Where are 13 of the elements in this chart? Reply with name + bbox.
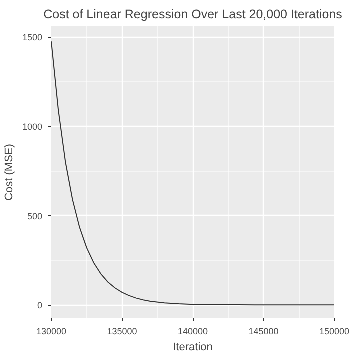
line-series (52, 41, 334, 306)
y-tick-label: 1000 (22, 122, 43, 132)
x-tick-label: 145000 (248, 326, 279, 336)
y-axis-title: Cost (MSE) (3, 144, 16, 201)
x-axis-title: Iteration (173, 342, 213, 354)
y-tick-label: 0 (37, 300, 43, 311)
x-tick-label: 140000 (178, 326, 208, 336)
x-tick-label: 150000 (319, 326, 350, 336)
x-tick-label: 130000 (36, 326, 67, 336)
x-tick-label: 135000 (107, 326, 138, 336)
chart-title: Cost of Linear Regression Over Last 20,000 Iterations (44, 8, 342, 22)
y-tick-label: 1500 (22, 32, 43, 43)
y-tick-label: 500 (27, 211, 43, 222)
